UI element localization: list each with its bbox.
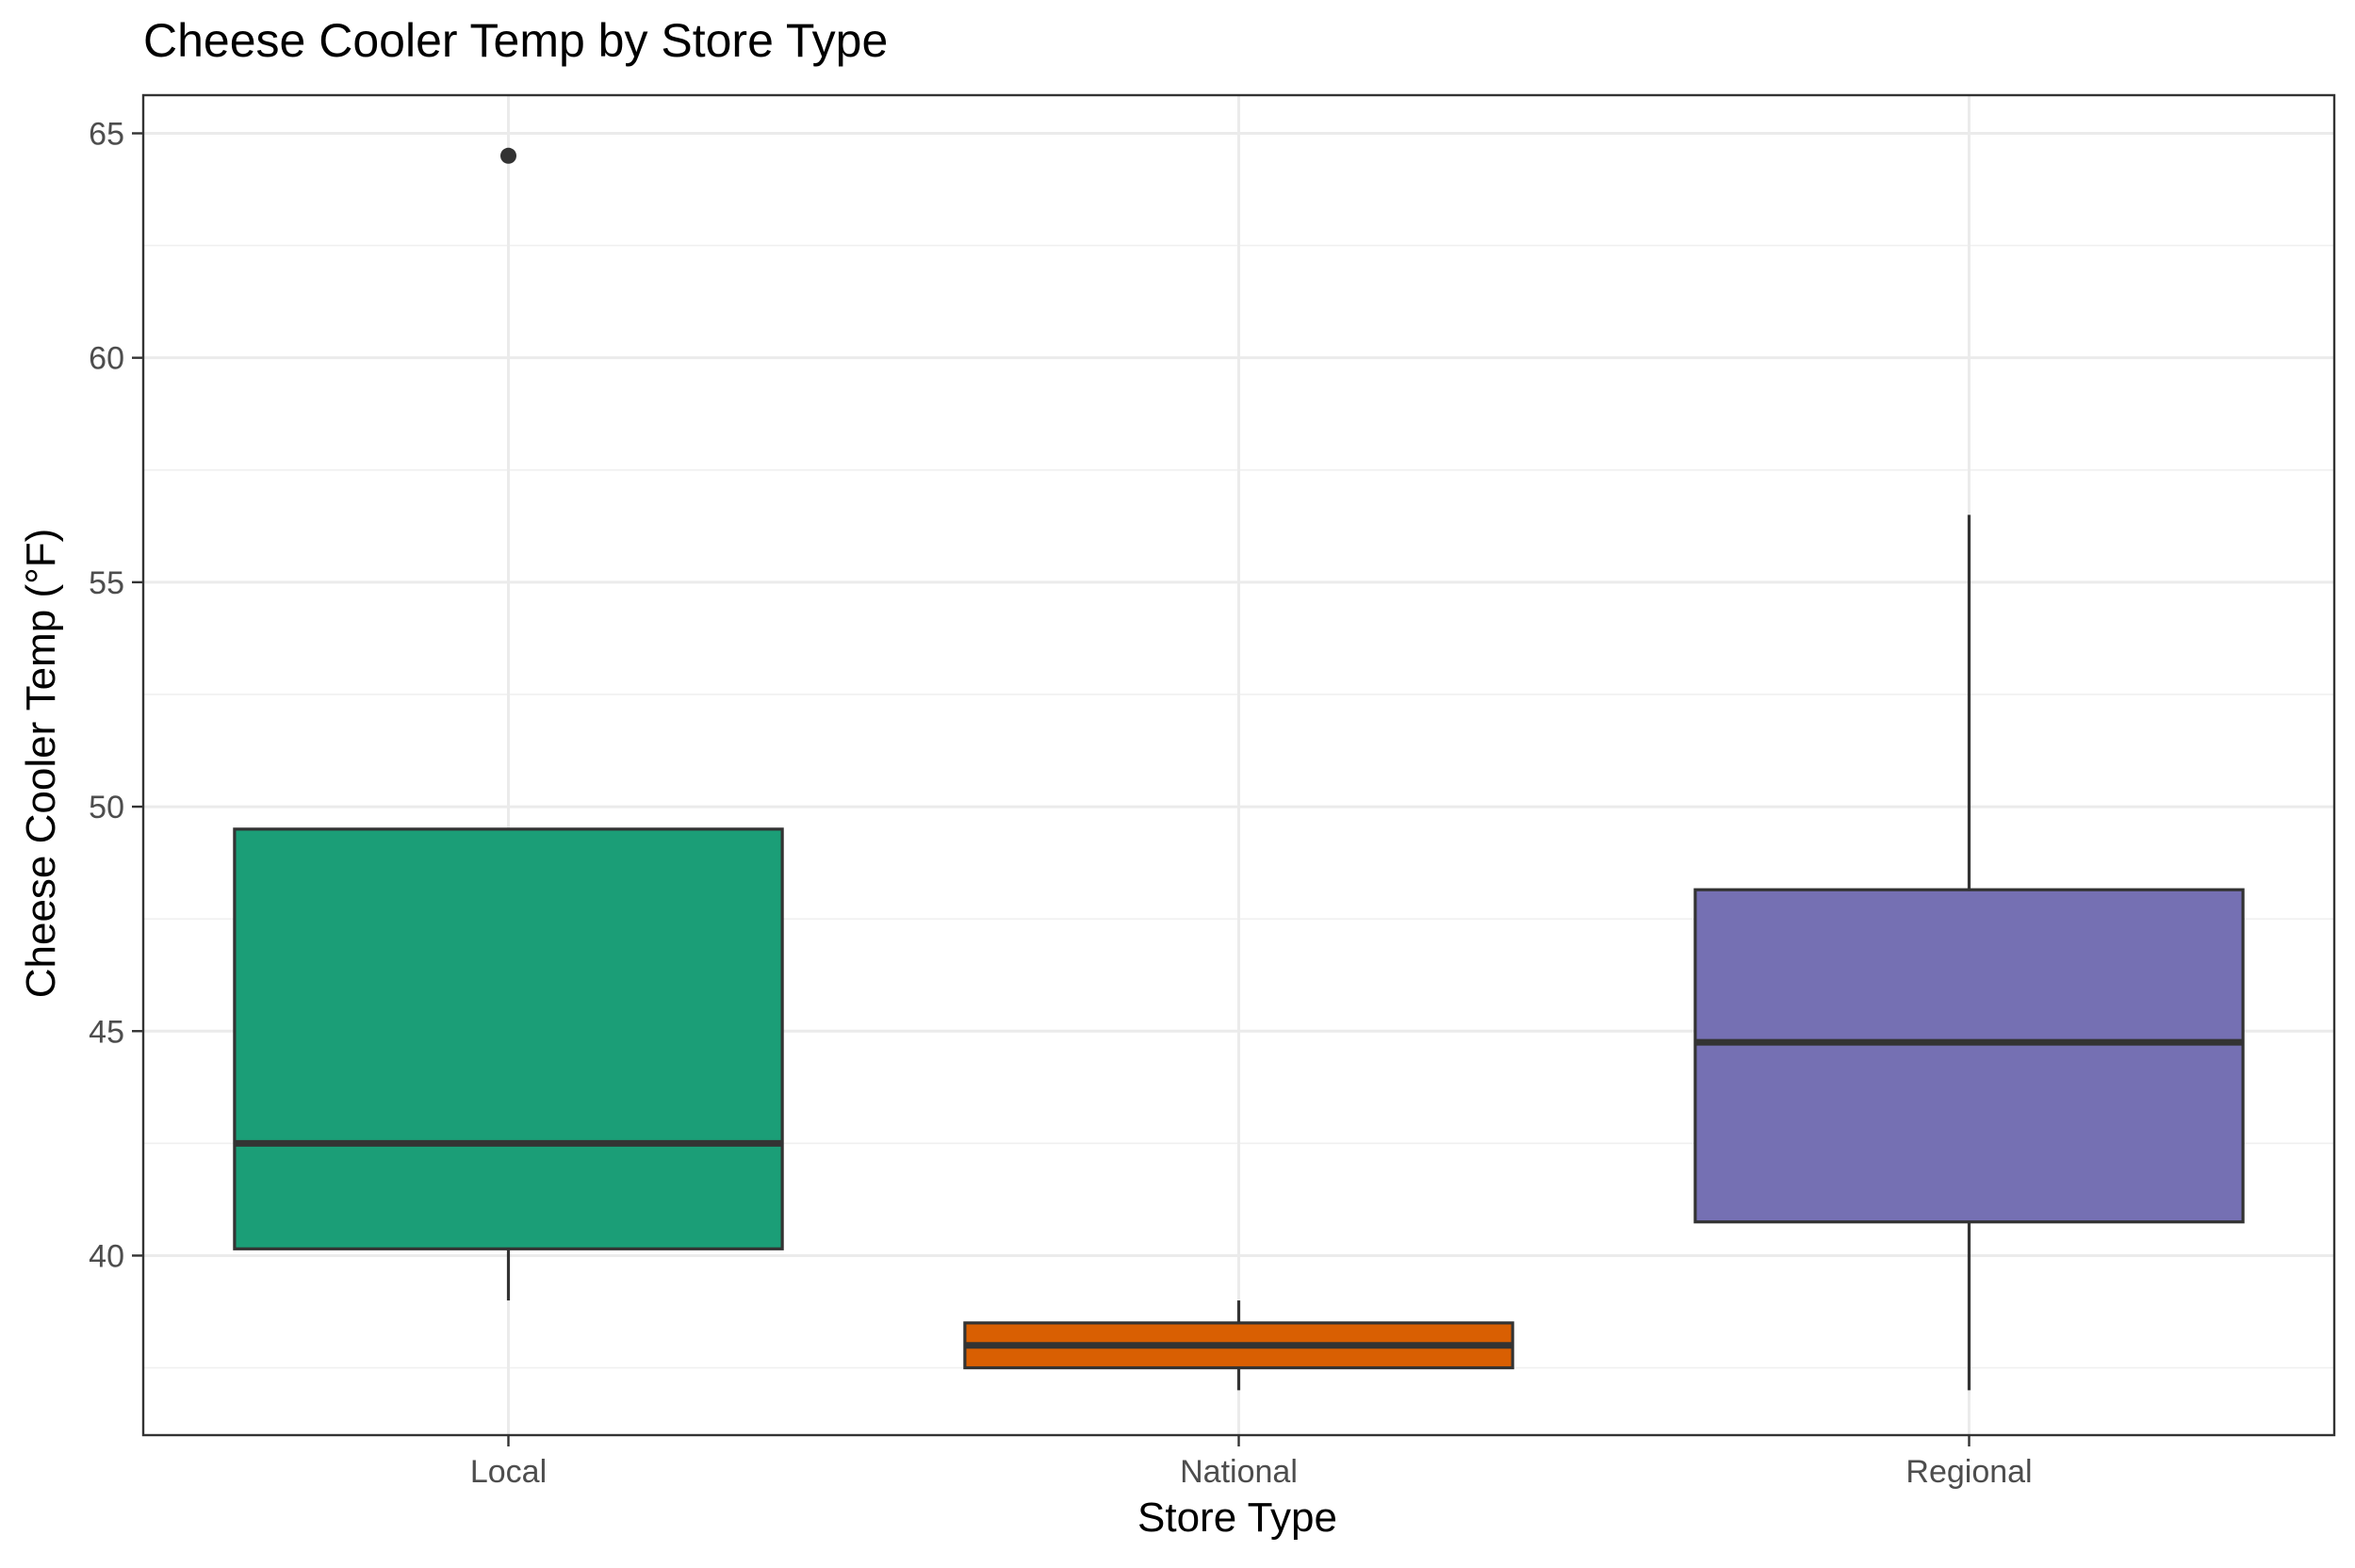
y-tick-label: 40 xyxy=(89,1238,124,1274)
y-tick-label: 45 xyxy=(89,1014,124,1050)
chart-title: Cheese Cooler Temp by Store Type xyxy=(143,14,888,67)
box-local xyxy=(233,147,784,1301)
x-tick-label: National xyxy=(1180,1454,1298,1490)
box-national xyxy=(963,1300,1514,1391)
box-layer xyxy=(233,147,2245,1391)
y-axis-title: Cheese Cooler Temp (°F) xyxy=(18,529,64,999)
box-iqr xyxy=(1693,888,2245,1224)
x-tick-label: Local xyxy=(470,1454,547,1490)
y-tick-label: 65 xyxy=(89,116,124,152)
x-tick-label: Regional xyxy=(1905,1454,2032,1490)
x-axis-title: Store Type xyxy=(1137,1494,1337,1541)
outlier-point xyxy=(500,147,516,164)
box-iqr xyxy=(233,827,784,1250)
y-tick-label: 50 xyxy=(89,790,124,825)
tick-layer: 40 45 50 55 60 65 Local National Regional xyxy=(89,116,2032,1490)
y-tick-label: 55 xyxy=(89,565,124,601)
box-regional xyxy=(1693,514,2245,1391)
y-tick-label: 60 xyxy=(89,341,124,377)
